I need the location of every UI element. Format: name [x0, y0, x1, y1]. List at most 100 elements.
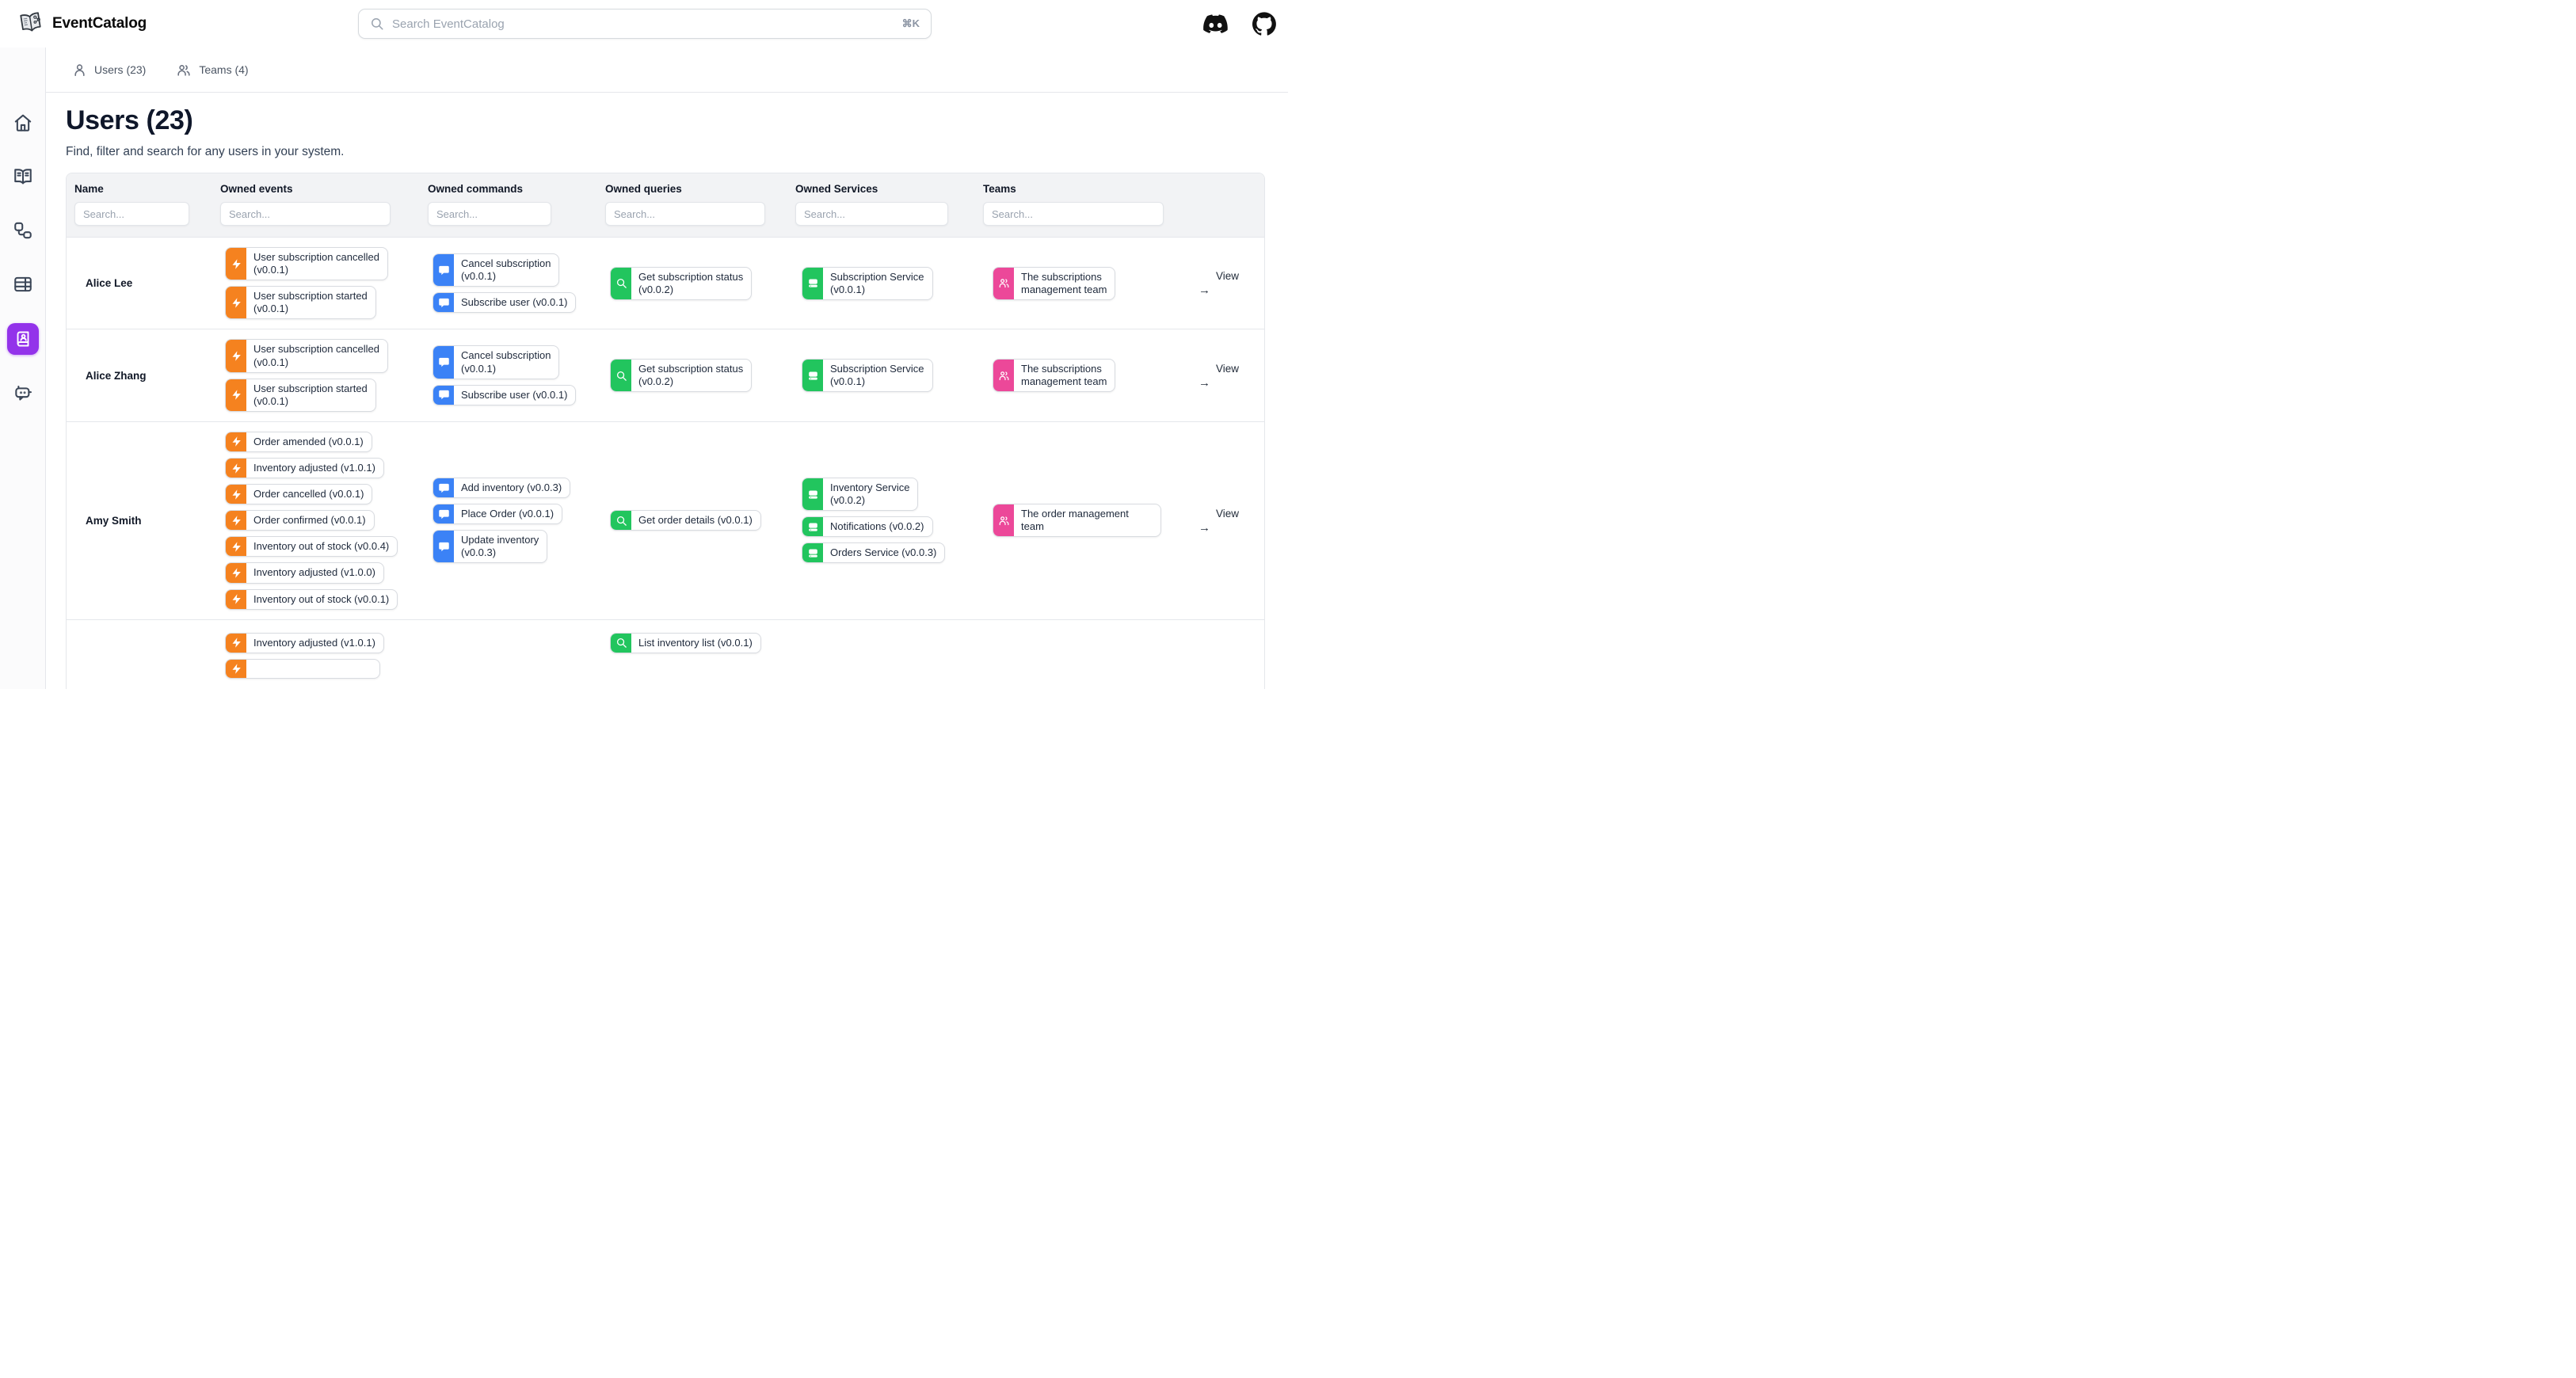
service-badge[interactable]: Inventory Service (v0.0.2) [802, 478, 919, 512]
event-badge[interactable] [225, 658, 380, 679]
queries-cell: Get order details (v0.0.1) [605, 478, 795, 563]
view-user-link[interactable]: View → [1198, 270, 1239, 296]
teams-cell: The subscriptions management team [983, 241, 1171, 326]
column-filter-input[interactable] [220, 202, 391, 226]
global-search-input[interactable] [392, 17, 894, 31]
commands-cell: Add inventory (v0.0.3) Place Order (v0.0.… [428, 468, 605, 573]
command-badge[interactable]: Subscribe user (v0.0.1) [433, 292, 577, 314]
user-name: Alice Lee [86, 277, 133, 290]
team-badge[interactable]: The subscriptions management team [993, 359, 1116, 393]
event-badge[interactable]: User subscription cancelled (v0.0.1) [225, 339, 388, 373]
query-badge[interactable]: Get subscription status (v0.0.2) [610, 359, 753, 393]
event-badge[interactable]: Order amended (v0.0.1) [225, 431, 372, 452]
table-header: Name Owned events Owned commands Owned quer… [67, 173, 1264, 237]
command-badge[interactable]: Update inventory (v0.0.3) [433, 530, 548, 564]
discord-icon[interactable] [1203, 14, 1228, 33]
services-cell: Subscription Service (v0.0.1) [795, 241, 983, 326]
badge-label: Subscribe user (v0.0.1) [461, 388, 568, 401]
event-badge[interactable]: Order confirmed (v0.0.1) [225, 510, 375, 531]
badge-label: Subscription Service (v0.0.1) [830, 270, 924, 295]
bolt-icon [226, 633, 246, 653]
book-open-icon [13, 166, 33, 187]
queries-cell: List inventory list (v0.0.1) [605, 620, 795, 689]
global-search[interactable]: ⌘K [358, 9, 932, 39]
event-badge[interactable]: User subscription started (v0.0.1) [225, 286, 376, 320]
badge-label: Update inventory (v0.0.3) [461, 534, 539, 559]
github-icon[interactable] [1252, 12, 1276, 36]
sidebar-item-visualiser[interactable] [13, 220, 33, 241]
column-filter-input[interactable] [605, 202, 765, 226]
badge-label: Cancel subscription (v0.0.1) [461, 257, 551, 283]
service-badge[interactable]: Notifications (v0.0.2) [802, 516, 933, 538]
team-badge[interactable]: The order management team [993, 504, 1161, 538]
event-badge[interactable]: User subscription started (v0.0.1) [225, 378, 376, 412]
teams-cell: The subscriptions management team [983, 333, 1171, 418]
event-badge[interactable]: Inventory adjusted (v1.0.1) [225, 632, 384, 653]
column-filter-input[interactable] [74, 202, 189, 226]
column-label: Owned Services [795, 183, 878, 195]
table-icon [13, 274, 33, 295]
commands-cell [428, 620, 605, 689]
events-cell: User subscription cancelled (v0.0.1) User… [220, 238, 428, 329]
bolt-icon [226, 287, 246, 319]
column-filter-input[interactable] [983, 202, 1164, 226]
column-teams: Teams [983, 183, 1171, 226]
tab-bar: Users (23) Teams (4) [46, 48, 1288, 93]
service-badge[interactable]: Subscription Service (v0.0.1) [802, 266, 933, 300]
view-user-link[interactable]: View → [1198, 508, 1239, 534]
table-row: Amy Smith Order amended (v0.0.1) Inventory… [67, 421, 1264, 619]
command-badge[interactable]: Place Order (v0.0.1) [433, 504, 563, 525]
query-badge[interactable]: Get subscription status (v0.0.2) [610, 266, 753, 300]
commands-cell: Cancel subscription (v0.0.1) Subscribe us… [428, 333, 605, 418]
query-badge[interactable]: List inventory list (v0.0.1) [610, 632, 761, 653]
column-filter-input[interactable] [428, 202, 551, 226]
magnifier-icon [611, 511, 631, 531]
sidebar-item-explore[interactable] [13, 274, 33, 295]
badge-label: Inventory out of stock (v0.0.1) [253, 592, 390, 605]
badge-label [246, 660, 261, 678]
sidebar-item-directory[interactable] [6, 323, 39, 355]
view-cell: View → [1171, 333, 1256, 418]
column-owned-events: Owned events [220, 183, 428, 226]
teams-cell [983, 620, 1171, 689]
chat-bubble-icon [433, 478, 454, 498]
event-badge[interactable]: Inventory out of stock (v0.0.4) [225, 536, 398, 558]
event-badge[interactable]: Inventory adjusted (v1.0.0) [225, 562, 384, 584]
badge-label: Get subscription status (v0.0.2) [638, 363, 744, 388]
sidebar-item-home[interactable] [13, 112, 33, 133]
bolt-icon [226, 485, 246, 504]
command-badge[interactable]: Add inventory (v0.0.3) [433, 478, 571, 499]
events-cell: Inventory adjusted (v1.0.1) [220, 620, 428, 689]
command-badge[interactable]: Cancel subscription (v0.0.1) [433, 345, 560, 379]
magnifier-icon [611, 633, 631, 653]
tab-users[interactable]: Users (23) [72, 63, 146, 78]
queries-cell: Get subscription status (v0.0.2) [605, 241, 795, 326]
command-badge[interactable]: Cancel subscription (v0.0.1) [433, 253, 560, 287]
chat-bubble-icon [433, 346, 454, 379]
bolt-icon [226, 379, 246, 411]
service-badge[interactable]: Orders Service (v0.0.3) [802, 542, 946, 564]
users-table: Name Owned events Owned commands Owned quer… [66, 173, 1265, 689]
event-badge[interactable]: Order cancelled (v0.0.1) [225, 484, 373, 505]
bolt-icon [226, 563, 246, 583]
event-badge[interactable]: Inventory out of stock (v0.0.1) [225, 588, 398, 610]
event-badge[interactable]: User subscription cancelled (v0.0.1) [225, 247, 388, 281]
query-badge[interactable]: Get order details (v0.0.1) [610, 510, 761, 531]
view-user-link[interactable]: View → [1198, 363, 1239, 389]
sidebar [0, 48, 46, 689]
services-cell: Inventory Service (v0.0.2) Notifications … [795, 468, 983, 573]
bolt-icon [226, 537, 246, 557]
bolt-icon [226, 511, 246, 531]
service-badge[interactable]: Subscription Service (v0.0.1) [802, 359, 933, 393]
eventcatalog-logo-icon [17, 11, 44, 36]
team-badge[interactable]: The subscriptions management team [993, 266, 1116, 300]
sidebar-item-assistant[interactable] [13, 383, 33, 403]
sidebar-item-docs[interactable] [13, 166, 33, 187]
command-badge[interactable]: Subscribe user (v0.0.1) [433, 384, 577, 405]
badge-label: User subscription cancelled (v0.0.1) [253, 343, 379, 368]
tab-teams[interactable]: Teams (4) [176, 63, 249, 78]
brand[interactable]: EventCatalog [0, 11, 147, 36]
column-filter-input[interactable] [795, 202, 948, 226]
tab-users-label: Users (23) [94, 63, 147, 76]
event-badge[interactable]: Inventory adjusted (v1.0.1) [225, 457, 384, 479]
